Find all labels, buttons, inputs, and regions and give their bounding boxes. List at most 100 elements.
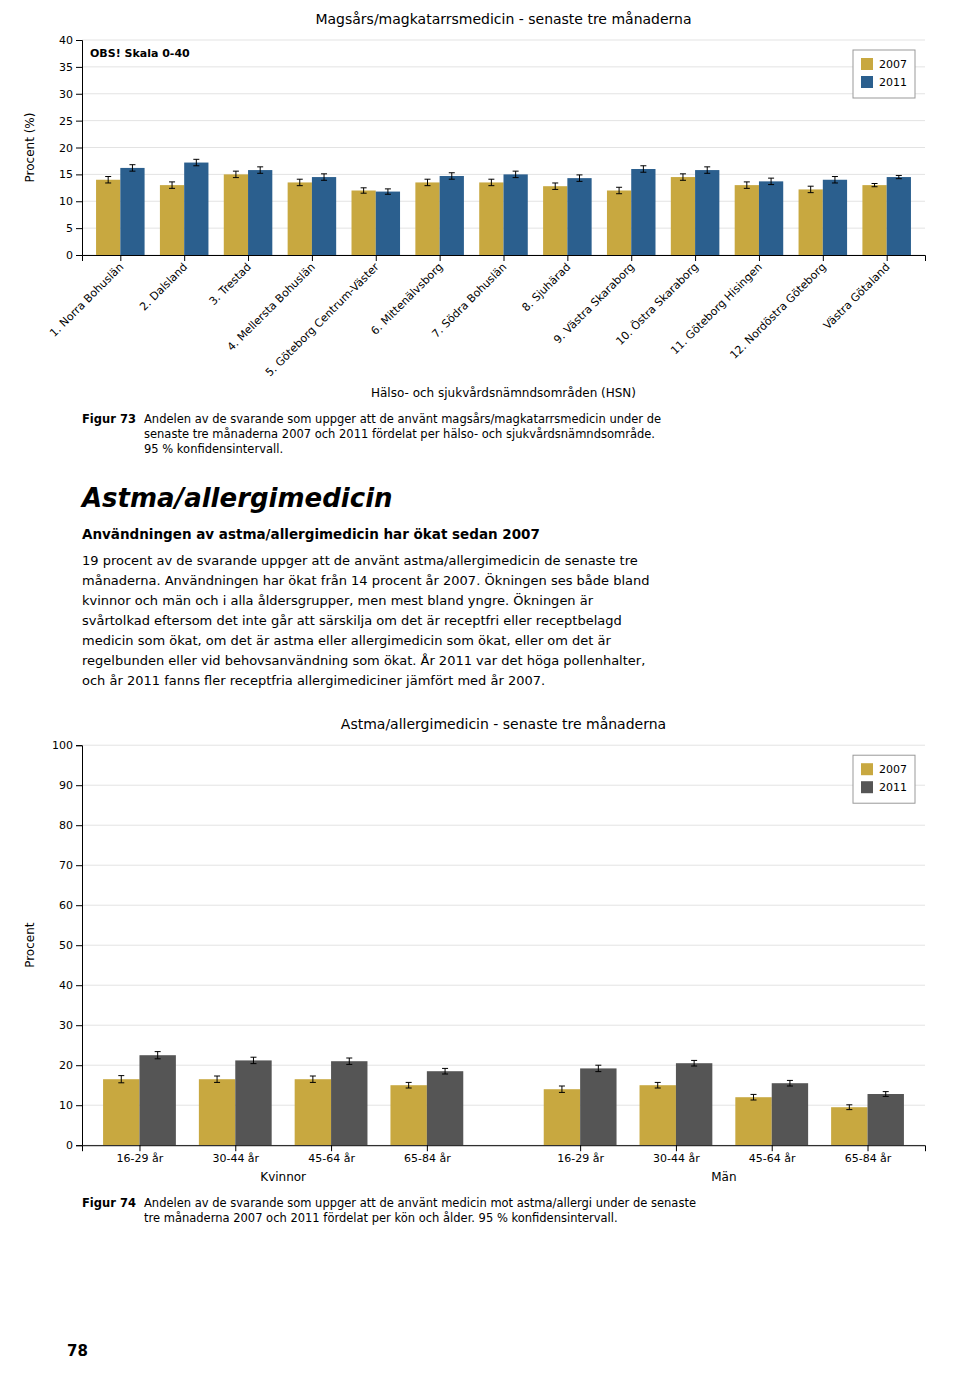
chart-title: Astma/allergimedicin - senaste tre månad… bbox=[341, 716, 666, 732]
bar bbox=[352, 191, 376, 256]
x-axis-line bbox=[83, 256, 926, 262]
y-axis-line bbox=[76, 746, 83, 1146]
error-bar bbox=[250, 1057, 256, 1063]
bar bbox=[479, 182, 503, 255]
x-tick-mark bbox=[887, 255, 888, 261]
y-tick-mark bbox=[76, 745, 82, 746]
grid-line bbox=[82, 40, 925, 41]
y-tick: 50 bbox=[59, 939, 82, 952]
x-tick: 16-29 år bbox=[557, 1145, 604, 1165]
error-bar bbox=[442, 1068, 448, 1074]
y-tick: 70 bbox=[59, 859, 82, 872]
legend: 20072011 bbox=[853, 755, 915, 803]
y-tick: 0 bbox=[66, 1139, 82, 1152]
x-tick-label: 7. Södra Bohuslän bbox=[429, 260, 509, 340]
error-bar bbox=[559, 1086, 565, 1092]
error-bar bbox=[832, 177, 838, 183]
series bbox=[139, 1052, 903, 1146]
x-tick-mark bbox=[772, 1145, 773, 1151]
y-tick-mark bbox=[76, 985, 82, 986]
grid-line bbox=[82, 865, 925, 866]
bar bbox=[184, 163, 208, 255]
error-bar bbox=[744, 182, 750, 188]
y-tick-label: 35 bbox=[59, 61, 73, 74]
caption: Andelen av de svarande som uppger att de… bbox=[144, 1196, 696, 1225]
grid-line bbox=[82, 1065, 925, 1066]
bar bbox=[139, 1055, 175, 1145]
bar bbox=[96, 180, 120, 255]
x-tick: 45-64 år bbox=[749, 1145, 796, 1165]
x-axis-title: Hälso- och sjukvårdsnämndsområden (HSN) bbox=[371, 386, 636, 400]
x-axis-line bbox=[83, 1146, 926, 1152]
x-tick: 6. Mittenälvsborg bbox=[368, 255, 445, 338]
x-tick-mark bbox=[567, 255, 568, 261]
bar bbox=[695, 170, 719, 255]
caption-line: tre månaderna 2007 och 2011 fördelat per… bbox=[144, 1211, 618, 1225]
x-axis: 16-29 år30-44 år45-64 år65-84 år16-29 år… bbox=[83, 1145, 926, 1165]
grid bbox=[82, 40, 925, 255]
error-bar bbox=[425, 179, 431, 185]
body-text-line: och år 2011 fanns fler receptfria allerg… bbox=[82, 673, 545, 688]
error-bar bbox=[406, 1082, 412, 1088]
y-tick: 100 bbox=[52, 739, 82, 752]
grid-line bbox=[82, 905, 925, 906]
y-tick: 40 bbox=[59, 34, 82, 47]
y-tick-label: 25 bbox=[59, 115, 73, 128]
y-tick: 20 bbox=[59, 1059, 82, 1072]
y-tick-label: 0 bbox=[66, 1139, 73, 1152]
section-label: Kvinnor bbox=[260, 1170, 306, 1184]
bar bbox=[248, 170, 272, 255]
error-bar bbox=[768, 178, 774, 184]
error-bar bbox=[655, 1082, 661, 1088]
x-tick-mark bbox=[440, 255, 441, 261]
y-tick-label: 70 bbox=[59, 859, 73, 872]
x-tick-label: 65-84 år bbox=[845, 1152, 892, 1165]
x-tick-label: Västra Götaland bbox=[821, 261, 893, 333]
y-tick: 40 bbox=[59, 979, 82, 992]
bar bbox=[331, 1061, 367, 1145]
y-tick: 10 bbox=[59, 195, 82, 208]
y-tick: 30 bbox=[59, 88, 82, 101]
body-text-line: 19 procent av de svarande uppger att de … bbox=[82, 553, 638, 568]
y-axis-line bbox=[76, 41, 83, 256]
plot-area bbox=[96, 159, 911, 255]
y-tick-label: 10 bbox=[59, 195, 73, 208]
legend-swatch bbox=[861, 763, 873, 775]
x-tick-mark bbox=[676, 1145, 677, 1151]
y-tick: 25 bbox=[59, 115, 82, 128]
error-bar bbox=[513, 171, 519, 177]
legend-swatch bbox=[861, 58, 873, 70]
y-tick: 90 bbox=[59, 779, 82, 792]
grid-line bbox=[82, 745, 925, 746]
text-section: Astma/allergimedicinAnvändningen av astm… bbox=[80, 483, 649, 688]
x-tick-mark bbox=[248, 255, 249, 261]
caption-line: 95 % konfidensintervall. bbox=[144, 442, 283, 456]
error-bar bbox=[883, 1092, 889, 1097]
error-bar bbox=[808, 186, 814, 192]
x-tick-mark bbox=[504, 255, 505, 261]
y-tick: 0 bbox=[66, 249, 82, 262]
y-tick-label: 20 bbox=[59, 1059, 73, 1072]
error-bar bbox=[488, 179, 494, 185]
legend-label: 2007 bbox=[879, 58, 907, 71]
y-tick-label: 30 bbox=[59, 88, 73, 101]
x-tick-label: 8. Sjuhärad bbox=[520, 261, 574, 315]
y-tick-mark bbox=[76, 1025, 82, 1026]
x-tick: 2. Dalsland bbox=[137, 255, 190, 313]
caption-line: Andelen av de svarande som uppger att de… bbox=[144, 412, 661, 426]
grid-line bbox=[82, 985, 925, 986]
bar bbox=[504, 174, 528, 255]
y-tick-mark bbox=[76, 945, 82, 946]
legend-label: 2011 bbox=[879, 76, 907, 89]
y-tick-mark bbox=[76, 148, 82, 149]
bar bbox=[735, 185, 759, 255]
error-bar bbox=[193, 159, 199, 165]
y-tick-label: 10 bbox=[59, 1099, 73, 1112]
error-bar bbox=[169, 182, 175, 188]
y-tick-mark bbox=[76, 785, 82, 786]
bar bbox=[735, 1097, 771, 1145]
error-bar bbox=[385, 189, 391, 194]
y-tick-mark bbox=[76, 201, 82, 202]
y-tick: 20 bbox=[59, 142, 82, 155]
grid-line bbox=[82, 93, 925, 94]
